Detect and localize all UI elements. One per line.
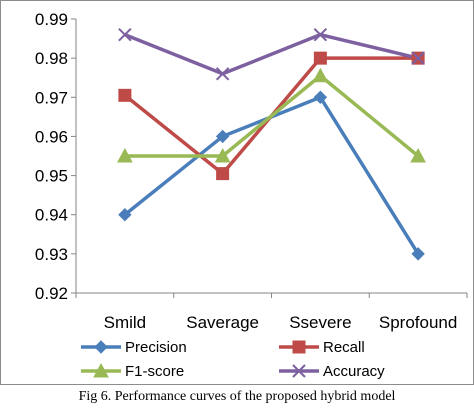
data-point-f1-score (312, 67, 329, 83)
x-tick-label: Smild (104, 313, 147, 332)
legend-marker-f1-score (93, 362, 109, 378)
y-tick-label: 0.96 (35, 127, 68, 146)
data-point-f1-score (117, 147, 133, 163)
data-point-accuracy (215, 67, 230, 81)
series-line-f1-score (124, 74, 420, 158)
legend-marker-accuracy (292, 364, 306, 378)
y-tick-label: 0.95 (35, 167, 68, 186)
legend-label-accuracy: Accuracy (323, 363, 385, 380)
series-line-accuracy (124, 32, 419, 76)
y-tick-label: 0.97 (35, 88, 68, 107)
data-point-accuracy (118, 27, 132, 42)
x-tick-label: Ssevere (289, 313, 351, 332)
y-tick-label: 0.92 (35, 284, 68, 303)
y-tick-label: 0.98 (35, 49, 68, 68)
data-point-accuracy (313, 27, 328, 42)
data-point-accuracy (411, 51, 425, 65)
data-point-recall (216, 167, 230, 181)
legend-marker-recall (292, 340, 306, 354)
data-point-f1-score (410, 147, 426, 163)
y-tick-label: 0.99 (35, 10, 68, 29)
data-point-recall (313, 51, 327, 65)
data-point-precision (215, 129, 230, 144)
data-point-precision (118, 208, 132, 222)
y-tick-label: 0.94 (35, 206, 68, 225)
legend-label-precision: Precision (125, 339, 187, 356)
chart-frame: 0.92 0.93 0.94 0.95 0.96 0.97 0.98 0.99 Smild Sav… (0, 0, 474, 385)
chart: 0.92 0.93 0.94 0.95 0.96 0.97 0.98 0.99 Smild Sav… (35, 10, 468, 380)
data-point-precision (313, 90, 328, 104)
data-point-recall (118, 88, 132, 102)
x-tick-label: Sprofound (379, 313, 457, 332)
legend-label-recall: Recall (323, 339, 365, 356)
figure-caption: Fig 6. Performance curves of the propose… (78, 389, 396, 404)
legend-marker-precision (94, 340, 108, 354)
legend-label-f1-score: F1-score (125, 363, 184, 380)
x-tick-label: Saverage (186, 313, 259, 332)
data-point-f1-score (214, 147, 231, 163)
y-tick-label: 0.93 (35, 245, 68, 264)
data-point-precision (411, 247, 425, 261)
